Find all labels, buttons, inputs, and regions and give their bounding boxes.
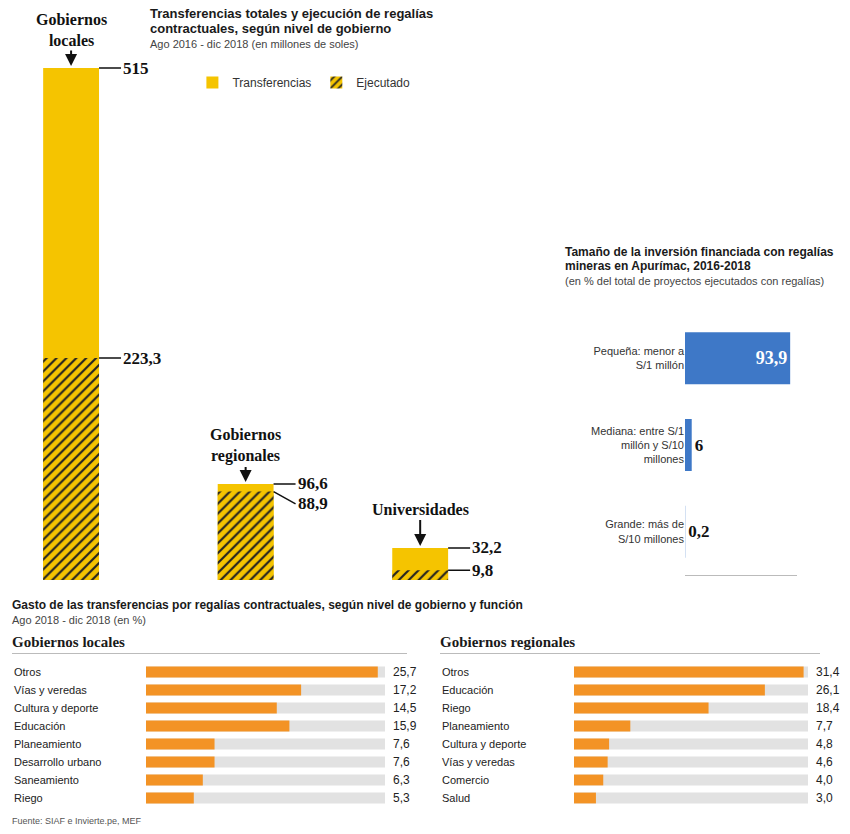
svg-text:14,5: 14,5 xyxy=(393,701,417,715)
svg-text:Desarrollo urbano: Desarrollo urbano xyxy=(14,756,101,768)
html-text:Transferencias totales y ejecu: Transferencias totales y ejecución de re… xyxy=(150,6,434,36)
svg-text:Planeamiento: Planeamiento xyxy=(442,720,509,732)
html-text:Fuente: SIAF e Invierte.pe, ME: Fuente: SIAF e Invierte.pe, MEF xyxy=(12,816,142,826)
html-text:Gobiernos regionales: Gobiernos regionales xyxy=(440,634,576,650)
svg-text:18,4: 18,4 xyxy=(816,701,840,715)
html-text:Gobiernos locales: Gobiernos locales xyxy=(12,634,125,650)
svg-text:Pequeña: menor aS/1 millón: Pequeña: menor aS/1 millón xyxy=(593,345,684,371)
svg-text:6: 6 xyxy=(695,436,704,455)
svg-text:Saneamiento: Saneamiento xyxy=(14,774,79,786)
svg-text:4,6: 4,6 xyxy=(816,755,833,769)
svg-text:Ejecutado: Ejecutado xyxy=(356,76,410,90)
svg-text:Cultura y deporte: Cultura y deporte xyxy=(14,702,98,714)
svg-text:3,0: 3,0 xyxy=(816,791,833,805)
svg-text:4,8: 4,8 xyxy=(816,737,833,751)
svg-text:Universidades: Universidades xyxy=(372,501,469,518)
svg-text:88,9: 88,9 xyxy=(298,494,328,513)
svg-text:223,3: 223,3 xyxy=(123,349,161,368)
svg-text:Transferencias: Transferencias xyxy=(232,76,311,90)
svg-text:Vías y veredas: Vías y veredas xyxy=(14,684,87,696)
svg-text:Riego: Riego xyxy=(442,702,471,714)
svg-text:Educación: Educación xyxy=(442,684,493,696)
svg-text:Otros: Otros xyxy=(14,666,41,678)
html-text:Ago 2016 - dic 2018 (en millon: Ago 2016 - dic 2018 (en millones de sole… xyxy=(150,38,359,50)
svg-text:17,2: 17,2 xyxy=(393,683,417,697)
svg-text:Grande: más deS/10 millones: Grande: más deS/10 millones xyxy=(605,518,684,544)
svg-text:7,6: 7,6 xyxy=(393,755,410,769)
svg-text:Vías y veredas: Vías y veredas xyxy=(442,756,515,768)
svg-text:9,8: 9,8 xyxy=(472,561,493,580)
svg-text:25,7: 25,7 xyxy=(393,665,417,679)
html-text:Gasto de las transferencias po: Gasto de las transferencias por regalías… xyxy=(12,598,523,612)
svg-text:7,7: 7,7 xyxy=(816,719,833,733)
html-text:(en % del total de proyectos e: (en % del total de proyectos ejecutados … xyxy=(565,275,825,287)
svg-text:Gobiernosregionales: Gobiernosregionales xyxy=(210,426,281,465)
svg-text:93,9: 93,9 xyxy=(756,348,788,368)
svg-text:7,6: 7,6 xyxy=(393,737,410,751)
svg-text:Cultura y deporte: Cultura y deporte xyxy=(442,738,526,750)
svg-text:31,4: 31,4 xyxy=(816,665,840,679)
svg-text:Otros: Otros xyxy=(442,666,469,678)
svg-text:Planeamiento: Planeamiento xyxy=(14,738,81,750)
svg-text:15,9: 15,9 xyxy=(393,719,417,733)
svg-text:5,3: 5,3 xyxy=(393,791,410,805)
svg-text:26,1: 26,1 xyxy=(816,683,840,697)
svg-text:Salud: Salud xyxy=(442,792,470,804)
html-text:Tamaño de la inversión financi: Tamaño de la inversión financiada con re… xyxy=(565,245,834,273)
svg-text:515: 515 xyxy=(123,59,149,78)
svg-text:Educación: Educación xyxy=(14,720,65,732)
svg-text:Riego: Riego xyxy=(14,792,43,804)
svg-text:32,2: 32,2 xyxy=(472,538,502,557)
svg-text:96,6: 96,6 xyxy=(298,474,328,493)
svg-text:4,0: 4,0 xyxy=(816,773,833,787)
svg-text:0,2: 0,2 xyxy=(688,522,709,541)
svg-text:Comercio: Comercio xyxy=(442,774,489,786)
svg-text:6,3: 6,3 xyxy=(393,773,410,787)
svg-text:Gobiernoslocales: Gobiernoslocales xyxy=(36,11,107,49)
html-text:Ago 2018 - dic 2018 (en %): Ago 2018 - dic 2018 (en %) xyxy=(12,614,146,626)
svg-text:Mediana: entre S/1millón y S/1: Mediana: entre S/1millón y S/10millones xyxy=(591,425,684,466)
